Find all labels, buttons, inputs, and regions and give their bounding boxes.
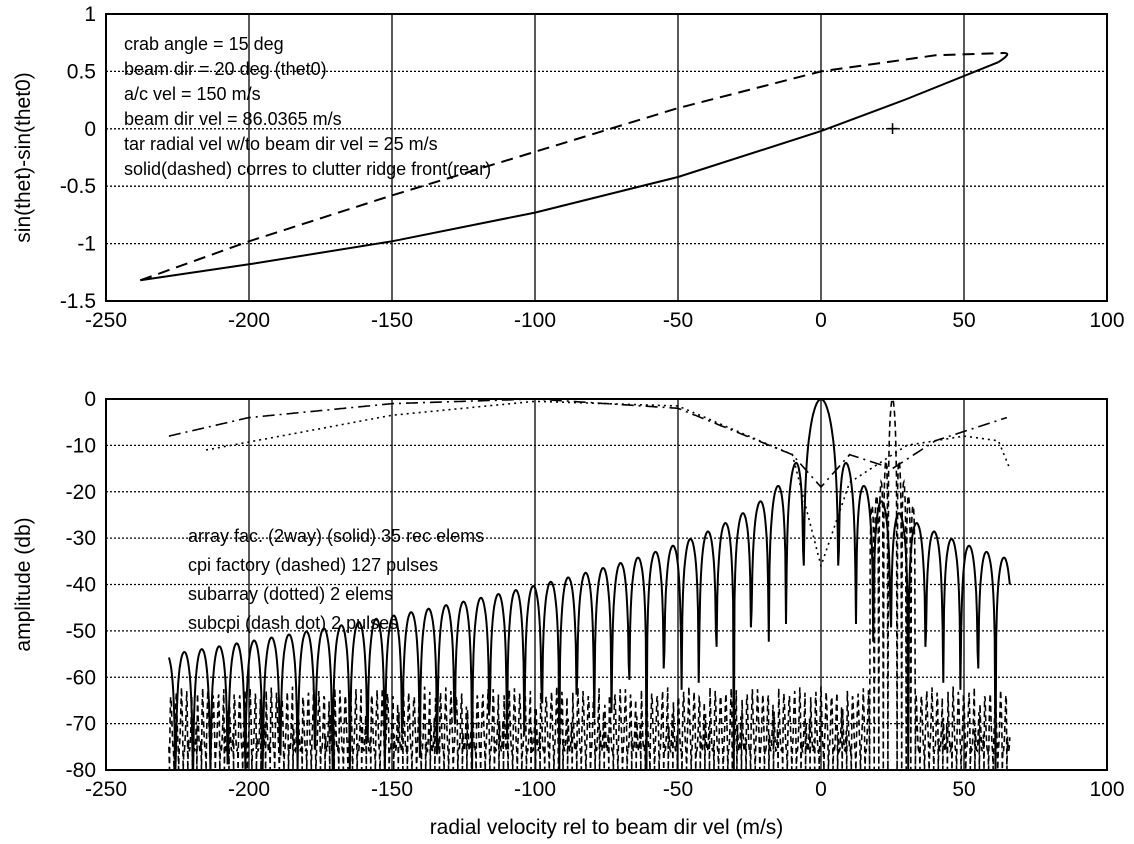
x-tick-label: -150 [371,309,413,332]
series-group [139,52,1009,282]
y-tick-label: -40 [66,574,96,597]
bottom-plot: -250 -200 -150 -100 -50 0 50 100 0 -10 -20 -30 -40 -5… [12,388,1125,839]
series-solid-line [140,61,999,282]
y-tick-label: -1.5 [60,290,96,313]
y-tick-label: -70 [66,713,96,736]
x-tick-label: -250 [85,309,127,332]
x-tick-label: -100 [514,309,556,332]
annotation-text: beam dir vel = 86.0365 m/s [124,109,342,129]
plot-frame [105,398,1108,771]
y-tick-label: 1 [84,3,96,26]
y-tick-label: 0 [84,118,96,141]
x-tick-label: -50 [663,309,693,332]
series-dashed-line [168,399,1011,770]
x-tick-label: -50 [663,778,693,801]
y-axis-label: amplitude (db) [12,517,35,651]
y-axis-label: sin(thet)-sin(thet0) [12,72,35,242]
x-tick-label: 50 [952,309,975,332]
y-tick-label: -30 [66,527,96,550]
ellipse-tip [997,52,1009,64]
x-tick-label: -250 [85,778,127,801]
y-tick-label: -0.5 [60,175,96,198]
legend-text: subarray (dotted) 2 elems [188,584,393,604]
series-dotted-line [205,400,1011,569]
x-tick-label: 100 [1089,778,1124,801]
series-solid-line [167,399,1011,770]
x-tick-label: 0 [815,778,827,801]
x-tick-label: 50 [952,778,975,801]
series-dash-dot-line [168,399,1008,489]
series-group [167,399,1011,770]
x-tick-label: -200 [228,778,270,801]
x-tick-label: 100 [1089,309,1124,332]
x-tick-label: -200 [228,309,270,332]
y-tick-label: -10 [66,434,96,457]
y-tick-label: 0 [84,388,96,411]
y-tick-label: -60 [66,666,96,689]
annotation-text: beam dir = 20 deg (thet0) [124,59,327,79]
y-tick-label: -20 [66,481,96,504]
annotation-text: tar radial vel w/to beam dir vel = 25 m/… [124,134,438,154]
top-plot: -250 -200 -150 -100 -50 0 50 100 1 0.5 0 -0.5 -1 -1.5… [12,3,1125,332]
target-marker: + [886,116,899,141]
y-tick-label: -80 [66,759,96,782]
plot-frame [105,13,1108,302]
y-tick-label: -50 [66,620,96,643]
annotation-text: a/c vel = 150 m/s [124,84,261,104]
legend-text: array fac. (2way) (solid) 35 rec elems [188,526,484,546]
legend-text: cpi factory (dashed) 127 pulses [188,555,438,575]
x-tick-label: -100 [514,778,556,801]
x-tick-label: -150 [371,778,413,801]
series-dashed-line [139,52,1005,282]
annotation-text: solid(dashed) corres to clutter ridge fr… [124,159,491,179]
x-tick-label: 0 [815,309,827,332]
annotation-text: crab angle = 15 deg [124,34,284,54]
y-tick-label: -1 [77,233,96,256]
grid [106,14,1107,301]
legend-text: subcpi (dash dot) 2 pulses [188,613,398,633]
y-tick-label: 0.5 [67,60,96,83]
x-axis-label: radial velocity rel to beam dir vel (m/s… [430,816,784,839]
